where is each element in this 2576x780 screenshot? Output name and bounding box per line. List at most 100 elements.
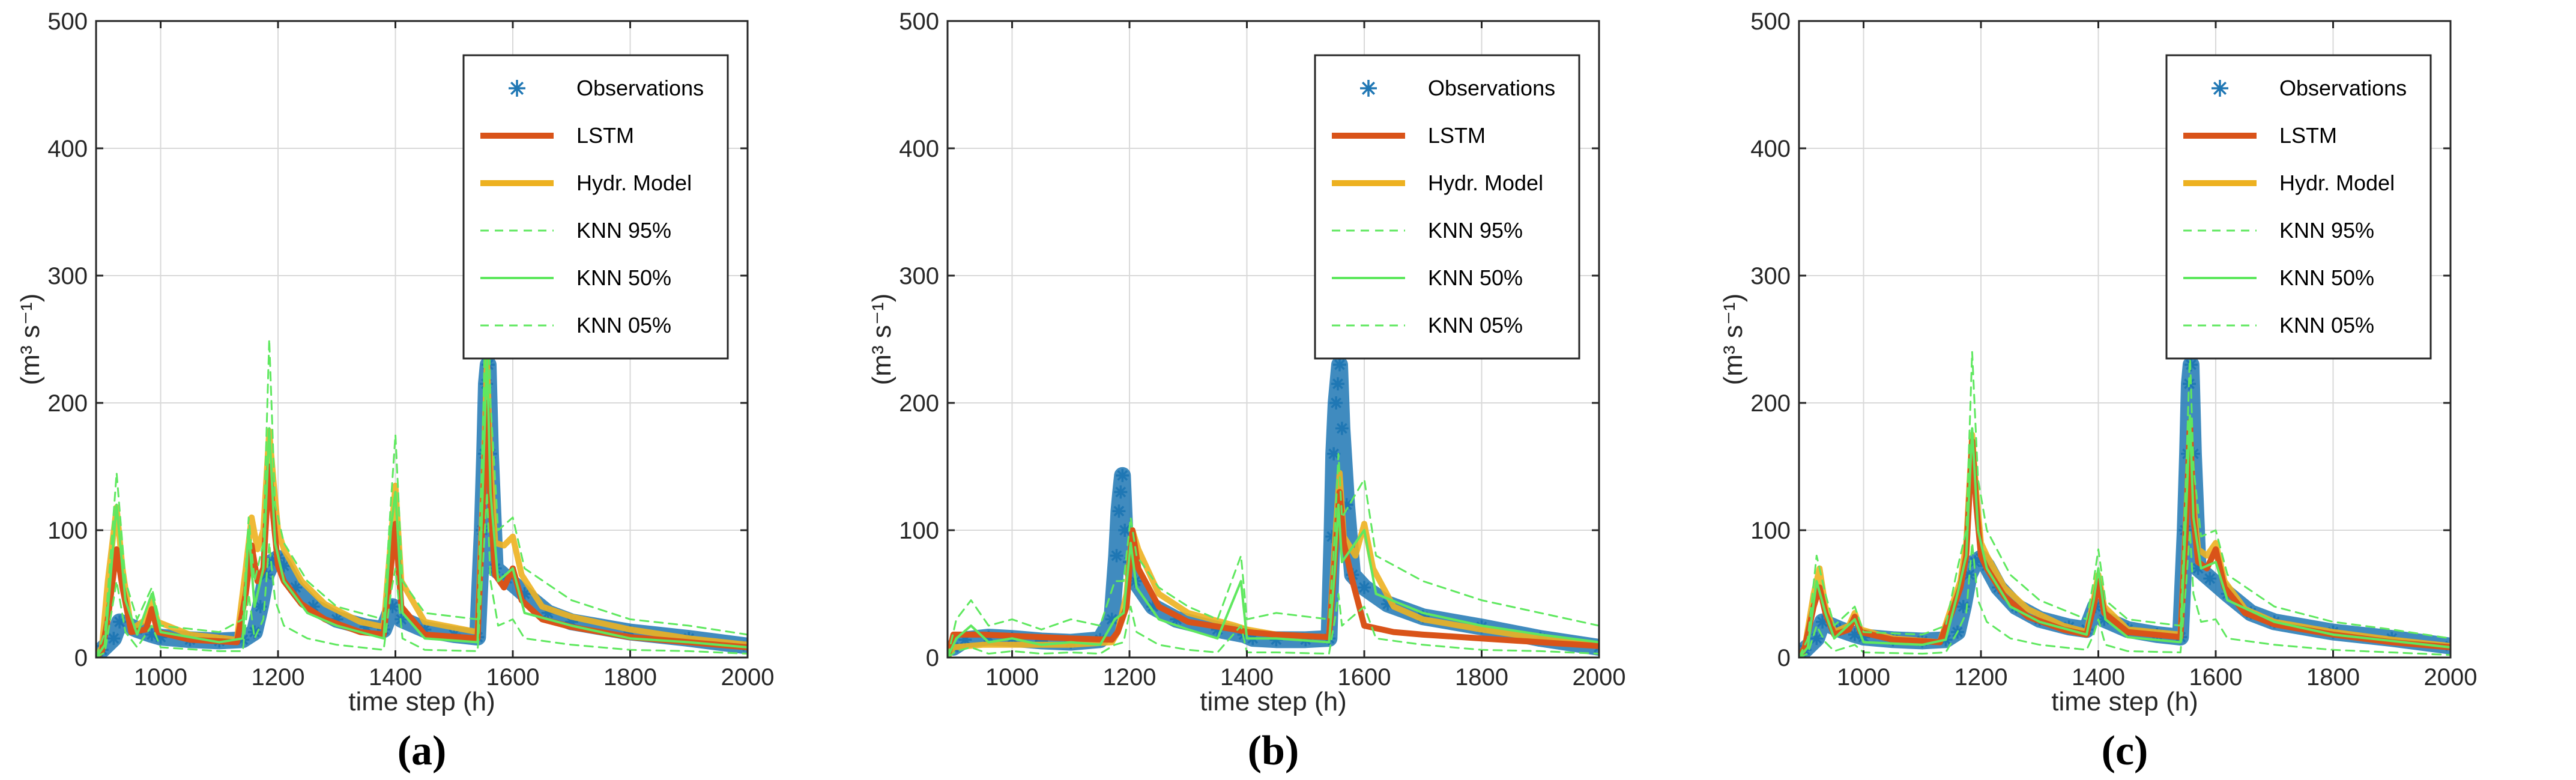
x-tick-label: 1400 bbox=[1220, 664, 1274, 691]
observation-marker-stroke bbox=[1115, 486, 1126, 498]
legend-label-observations: Observations bbox=[576, 76, 704, 100]
legend-label-knn-95: KNN 95% bbox=[2279, 218, 2374, 243]
x-tick-label: 1400 bbox=[2072, 664, 2125, 691]
observation-marker-stroke bbox=[1331, 398, 1342, 408]
y-tick-label: 400 bbox=[1750, 136, 1791, 162]
series-knn-05 bbox=[96, 491, 748, 658]
legend-label-hydr-model: Hydr. Model bbox=[2279, 171, 2395, 195]
x-axis-title: time step (h) bbox=[1200, 687, 1347, 716]
observation-marker-stroke bbox=[108, 633, 119, 644]
y-tick-label: 200 bbox=[47, 390, 88, 417]
legend: Observations LSTM Hydr. Model KNN 95% KNN 50… bbox=[1314, 54, 1580, 360]
legend-label-knn-95: KNN 95% bbox=[1428, 218, 1523, 243]
y-tick-label: 0 bbox=[74, 645, 88, 671]
series-knn-50 bbox=[96, 351, 748, 658]
legend-label-hydr-model: Hydr. Model bbox=[1428, 171, 1543, 195]
observation-marker-stroke bbox=[1119, 525, 1131, 536]
x-tick-label: 1600 bbox=[2189, 664, 2243, 691]
data-layer bbox=[1799, 351, 2451, 658]
axis-box bbox=[95, 20, 749, 659]
observation-marker-stroke bbox=[1336, 423, 1347, 434]
observation-point bbox=[1332, 358, 1346, 372]
x-tick-label: 1800 bbox=[1455, 664, 1508, 691]
y-tick-label: 100 bbox=[1750, 518, 1791, 544]
observation-marker-stroke bbox=[1111, 550, 1122, 561]
legend-label-observations: Observations bbox=[2279, 76, 2407, 100]
legend-label-lstm: LSTM bbox=[1428, 123, 1486, 148]
legend-marker-stroke bbox=[1361, 81, 1376, 95]
legend-box bbox=[2165, 54, 2432, 360]
x-tick-label: 2000 bbox=[721, 664, 775, 691]
x-tick-label: 1600 bbox=[486, 664, 540, 691]
y-axis-title: (m³ s⁻¹) bbox=[867, 294, 896, 385]
observation-point bbox=[1335, 422, 1349, 435]
data-layer bbox=[96, 223, 748, 658]
legend-label-knn-50: KNN 50% bbox=[2279, 265, 2374, 290]
observation-marker-stroke bbox=[1359, 582, 1370, 593]
series-lstm bbox=[96, 400, 748, 658]
series-knn-95 bbox=[1799, 351, 2451, 658]
x-axis-title: time step (h) bbox=[2051, 687, 2198, 716]
observation-point bbox=[2203, 572, 2217, 585]
y-tick-label: 400 bbox=[899, 136, 939, 162]
data-layer bbox=[948, 356, 1599, 658]
legend-marker-stroke bbox=[2213, 81, 2227, 95]
legend-label-observations: Observations bbox=[1428, 76, 1555, 100]
series-knn-50 bbox=[1799, 414, 2451, 658]
legend-label-hydr-model: Hydr. Model bbox=[576, 171, 692, 195]
y-axis-title: (m³ s⁻¹) bbox=[1719, 294, 1748, 385]
y-axis-title: (m³ s⁻¹) bbox=[16, 294, 45, 385]
x-tick-label: 1000 bbox=[134, 664, 187, 691]
panel-label: (c) bbox=[2102, 728, 2148, 774]
observation-marker-stroke bbox=[255, 601, 266, 612]
observation-marker-stroke bbox=[1106, 614, 1117, 625]
panel-label: (b) bbox=[1248, 728, 1299, 774]
y-tick-label: 300 bbox=[47, 263, 88, 289]
x-tick-label: 1000 bbox=[985, 664, 1039, 691]
x-tick-label: 1400 bbox=[369, 664, 422, 691]
legend: Observations LSTM Hydr. Model KNN 95% KNN 50… bbox=[462, 54, 729, 360]
y-tick-label: 0 bbox=[926, 645, 939, 671]
legend-marker-observations bbox=[1360, 80, 1377, 97]
x-tick-label: 1800 bbox=[603, 664, 657, 691]
series-knn-05 bbox=[948, 593, 1599, 658]
legend-marker-stroke bbox=[510, 81, 524, 95]
observation-point bbox=[1110, 549, 1123, 563]
y-tick-label: 200 bbox=[1750, 390, 1791, 417]
legend-label-knn-05: KNN 05% bbox=[576, 313, 671, 337]
legend-label-knn-50: KNN 50% bbox=[1428, 265, 1523, 290]
legend-label-knn-05: KNN 05% bbox=[1428, 313, 1523, 337]
y-tick-label: 500 bbox=[1750, 8, 1791, 35]
axis-box bbox=[1798, 20, 2452, 659]
observation-point bbox=[1114, 485, 1128, 499]
observation-point bbox=[107, 632, 121, 645]
legend-label-lstm: LSTM bbox=[2279, 123, 2337, 148]
observation-point bbox=[1116, 468, 1129, 482]
x-tick-label: 1800 bbox=[2306, 664, 2360, 691]
legend-label-knn-95: KNN 95% bbox=[576, 218, 671, 243]
observation-point bbox=[1329, 396, 1343, 410]
observation-point bbox=[1112, 504, 1126, 518]
series-knn-95 bbox=[948, 453, 1599, 658]
y-tick-label: 500 bbox=[899, 8, 939, 35]
observation-marker-stroke bbox=[1117, 470, 1128, 481]
series-knn-50 bbox=[948, 503, 1599, 658]
legend: Observations LSTM Hydr. Model KNN 95% KNN 50… bbox=[2165, 54, 2432, 360]
legend-box bbox=[462, 54, 729, 360]
legend-label-knn-05: KNN 05% bbox=[2279, 313, 2374, 337]
y-tick-label: 300 bbox=[1750, 263, 1791, 289]
observation-marker-stroke bbox=[1332, 378, 1343, 390]
y-tick-label: 300 bbox=[899, 263, 939, 289]
series-knn-05 bbox=[1799, 529, 2451, 658]
observation-marker-stroke bbox=[1594, 645, 1599, 653]
x-tick-label: 1200 bbox=[1955, 664, 2008, 691]
panel-label: (a) bbox=[398, 728, 447, 774]
observation-marker-stroke bbox=[1811, 633, 1822, 644]
y-tick-label: 200 bbox=[899, 390, 939, 417]
legend-box bbox=[1314, 54, 1580, 360]
series-knn-95 bbox=[96, 223, 748, 658]
series-lstm bbox=[948, 489, 1599, 658]
observation-marker-stroke bbox=[2204, 573, 2216, 584]
legend-marker-observations bbox=[2212, 80, 2228, 97]
